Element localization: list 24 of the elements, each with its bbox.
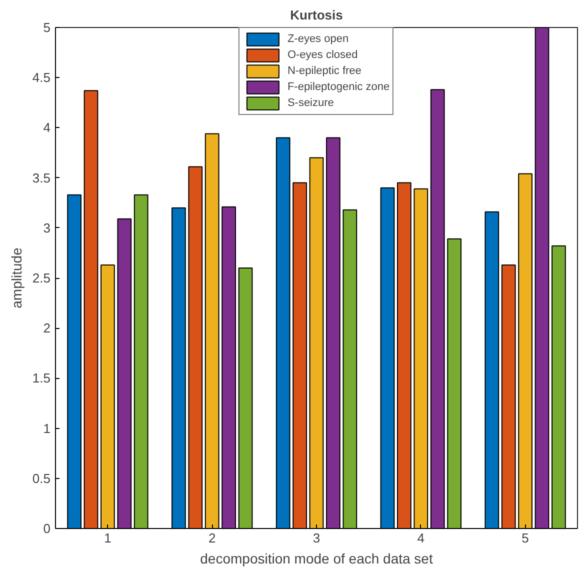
y-tick-label: 4.5 [32,70,51,86]
y-tick-label: 0 [43,521,51,536]
y-axis-title: amplitude [8,247,24,308]
y-tick-label: 3.5 [32,170,51,186]
legend-label: Z-eyes open [287,33,349,45]
y-tick-label: 4 [43,120,51,136]
y-tick-label: 2.5 [32,270,51,286]
y-tick-label: 5 [43,20,51,35]
y-tick-label: 0.5 [32,470,51,486]
legend-label: S-seizure [287,97,334,109]
x-tick-label: 1 [104,530,112,546]
x-tick-label: 3 [312,530,320,546]
y-tick-label: 1 [43,420,51,436]
y-tick-label: 1.5 [32,370,51,386]
x-tick-label: 5 [522,530,529,546]
legend-label: N-epileptic free [287,65,362,77]
chart-title: Kurtosis [290,8,343,22]
legend-label: O-eyes closed [287,49,358,61]
legend-label: F-epileptogenic zone [287,81,390,93]
y-tick-label: 3 [43,220,51,236]
x-tick-label: 2 [208,530,216,546]
x-tick-label: 4 [417,530,425,546]
x-axis-title: decomposition mode of each data set [200,550,433,566]
y-tick-label: 2 [43,320,51,336]
